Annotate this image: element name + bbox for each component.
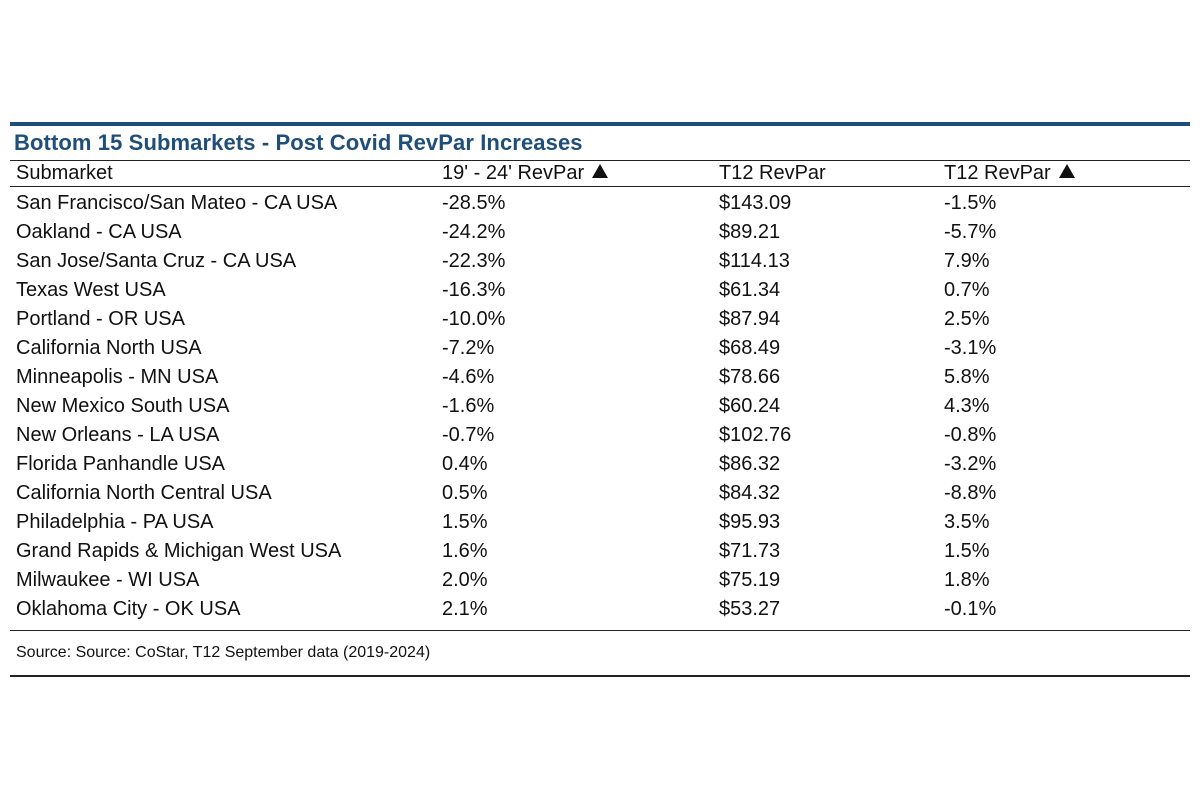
cell-submarket: New Orleans - LA USA: [16, 424, 220, 446]
cell-change-19-24: -7.2%: [442, 337, 495, 359]
cell-t12-revpar: $102.76: [719, 424, 792, 446]
header-row: Submarket 19' - 24' RevPar T12 RevPar T1…: [10, 160, 1190, 187]
cell-submarket: Portland - OR USA: [16, 308, 185, 330]
cell-change-19-24: 1.6%: [442, 540, 488, 562]
cell-t12-revpar: $53.27: [719, 598, 781, 620]
cell-t12-change: 1.8%: [944, 569, 990, 591]
cell-t12-revpar: $71.73: [719, 540, 781, 562]
cell-submarket: California North USA: [16, 337, 202, 359]
cell-submarket: Grand Rapids & Michigan West USA: [16, 540, 342, 562]
cell-submarket: New Mexico South USA: [16, 395, 230, 417]
table-row: Texas West USA -16.3% $61.34 0.7%: [10, 276, 1190, 305]
cell-t12-change: -3.2%: [944, 453, 997, 475]
table-body: San Francisco/San Mateo - CA USA -28.5% $1…: [10, 187, 1190, 631]
cell-submarket: Philadelphia - PA USA: [16, 511, 214, 533]
header-t12-revpar: T12 RevPar: [716, 161, 944, 186]
table-row: Milwaukee - WI USA 2.0% $75.19 1.8%: [10, 566, 1190, 595]
cell-change-19-24: -24.2%: [442, 221, 506, 243]
table-row: New Mexico South USA -1.6% $60.24 4.3%: [10, 392, 1190, 421]
table-row: Grand Rapids & Michigan West USA 1.6% $71.…: [10, 537, 1190, 566]
cell-change-19-24: 2.0%: [442, 569, 488, 591]
header-submarket: Submarket: [10, 161, 441, 186]
cell-t12-change: 1.5%: [944, 540, 990, 562]
cell-t12-revpar: $61.34: [719, 279, 781, 301]
cell-t12-revpar: $114.13: [719, 250, 790, 272]
cell-t12-revpar: $87.94: [719, 308, 781, 330]
top-rule: [10, 122, 1190, 126]
cell-change-19-24: -0.7%: [442, 424, 495, 446]
table-row: Florida Panhandle USA 0.4% $86.32 -3.2%: [10, 450, 1190, 479]
cell-submarket: Texas West USA: [16, 279, 166, 301]
cell-change-19-24: 2.1%: [442, 598, 488, 620]
cell-change-19-24: 1.5%: [442, 511, 488, 533]
cell-t12-revpar: $68.49: [719, 337, 781, 359]
table-title: Bottom 15 Submarkets - Post Covid RevPar…: [14, 130, 583, 155]
cell-t12-change: 5.8%: [944, 366, 990, 388]
cell-submarket: Florida Panhandle USA: [16, 453, 226, 475]
cell-t12-revpar: $86.32: [719, 453, 781, 475]
cell-t12-change: 4.3%: [944, 395, 990, 417]
cell-t12-revpar: $89.21: [719, 221, 781, 243]
cell-t12-revpar: $95.93: [719, 511, 781, 533]
cell-submarket: California North Central USA: [16, 482, 272, 504]
cell-change-19-24: 0.5%: [442, 482, 488, 504]
cell-t12-revpar: $143.09: [719, 192, 792, 214]
cell-submarket: San Francisco/San Mateo - CA USA: [16, 192, 338, 214]
table-row: Oakland - CA USA -24.2% $89.21 -5.7%: [10, 218, 1190, 247]
cell-change-19-24: 0.4%: [442, 453, 488, 475]
header-label: T12 RevPar: [944, 162, 1051, 184]
cell-submarket: San Jose/Santa Cruz - CA USA: [16, 250, 297, 272]
header-label: Submarket: [16, 162, 113, 184]
header-change-19-24: 19' - 24' RevPar: [441, 161, 716, 186]
cell-change-19-24: -4.6%: [442, 366, 495, 388]
revpar-table: Bottom 15 Submarkets - Post Covid RevPar…: [10, 122, 1190, 677]
cell-t12-change: -1.5%: [944, 192, 997, 214]
table-row: Portland - OR USA -10.0% $87.94 2.5%: [10, 305, 1190, 334]
cell-change-19-24: -28.5%: [442, 192, 506, 214]
cell-t12-change: 0.7%: [944, 279, 990, 301]
table-row: San Jose/Santa Cruz - CA USA -22.3% $114.1…: [10, 247, 1190, 276]
cell-change-19-24: -22.3%: [442, 250, 506, 272]
header-t12-change: T12 RevPar: [944, 161, 1190, 186]
table-row: California North USA -7.2% $68.49 -3.1%: [10, 334, 1190, 363]
cell-t12-change: -0.1%: [944, 598, 997, 620]
triangle-up-icon: [1058, 164, 1075, 178]
cell-change-19-24: -10.0%: [442, 308, 506, 330]
cell-submarket: Milwaukee - WI USA: [16, 569, 200, 591]
cell-submarket: Oklahoma City - OK USA: [16, 598, 241, 620]
table-row: Oklahoma City - OK USA 2.1% $53.27 -0.1%: [10, 595, 1190, 624]
cell-t12-change: 2.5%: [944, 308, 990, 330]
table-row: New Orleans - LA USA -0.7% $102.76 -0.8%: [10, 421, 1190, 450]
table-row: California North Central USA 0.5% $84.32 -8…: [10, 479, 1190, 508]
cell-t12-change: -5.7%: [944, 221, 997, 243]
triangle-up-icon: [592, 164, 609, 178]
cell-t12-change: 3.5%: [944, 511, 990, 533]
cell-t12-revpar: $78.66: [719, 366, 781, 388]
cell-t12-change: -3.1%: [944, 337, 997, 359]
table-row: San Francisco/San Mateo - CA USA -28.5% $1…: [10, 189, 1190, 218]
cell-t12-revpar: $60.24: [719, 395, 781, 417]
cell-t12-change: -8.8%: [944, 482, 997, 504]
cell-t12-change: 7.9%: [944, 250, 990, 272]
header-label: T12 RevPar: [719, 162, 826, 184]
cell-change-19-24: -1.6%: [442, 395, 495, 417]
cell-submarket: Minneapolis - MN USA: [16, 366, 219, 388]
source-note: Source: Source: CoStar, T12 September da…: [10, 631, 1190, 677]
cell-submarket: Oakland - CA USA: [16, 221, 182, 243]
cell-t12-revpar: $75.19: [719, 569, 781, 591]
table-row: Philadelphia - PA USA 1.5% $95.93 3.5%: [10, 508, 1190, 537]
header-label: 19' - 24' RevPar: [442, 162, 585, 184]
table-row: Minneapolis - MN USA -4.6% $78.66 5.8%: [10, 363, 1190, 392]
cell-t12-revpar: $84.32: [719, 482, 781, 504]
cell-t12-change: -0.8%: [944, 424, 997, 446]
cell-change-19-24: -16.3%: [442, 279, 506, 301]
